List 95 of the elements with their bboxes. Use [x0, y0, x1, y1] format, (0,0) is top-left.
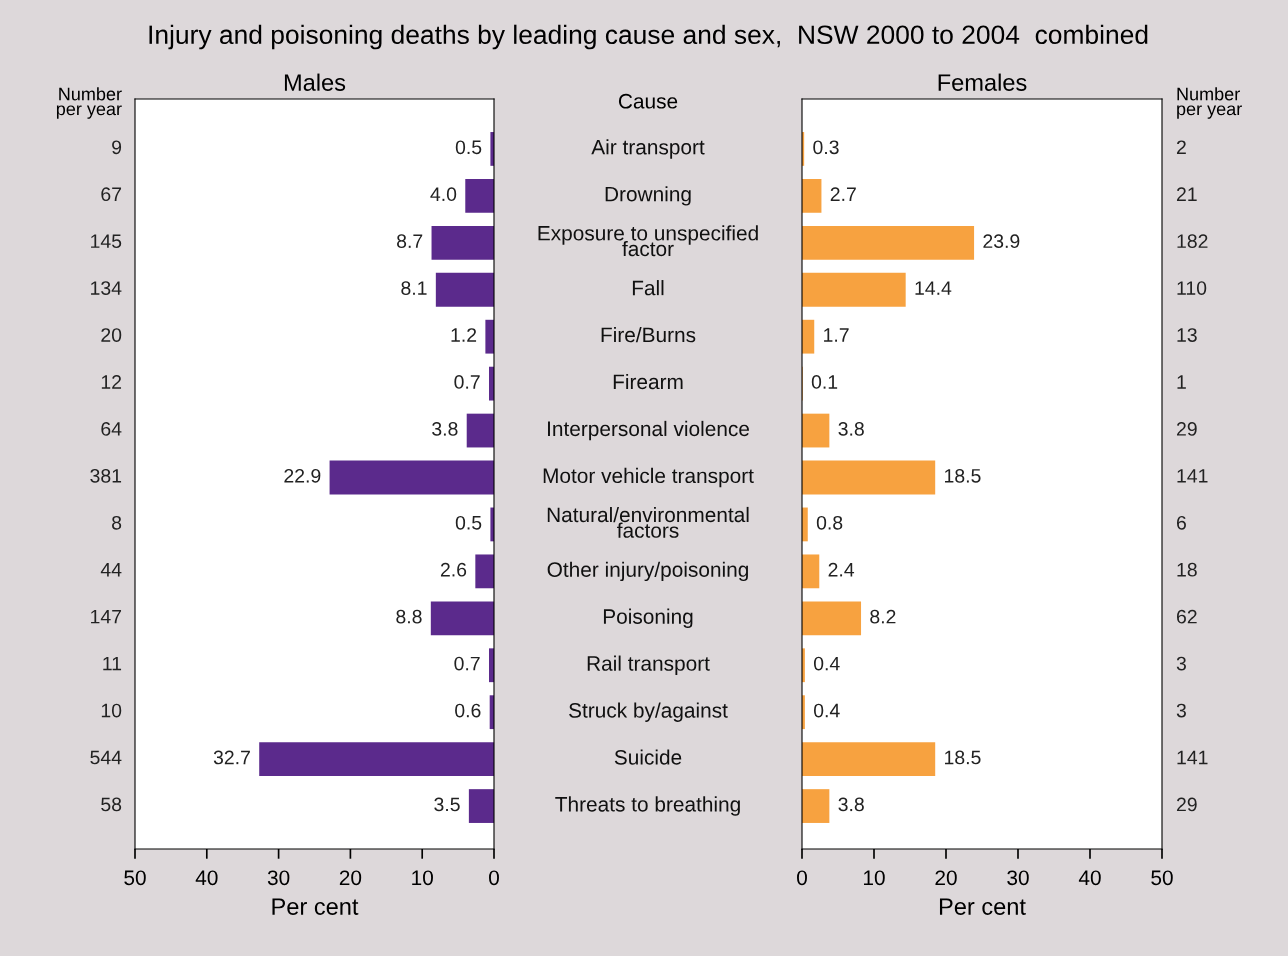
text: 141 — [1177, 469, 1208, 483]
x-tick-label: 50 — [124, 870, 146, 886]
text: 58 — [101, 797, 122, 812]
data-label: 1.2 — [451, 328, 477, 342]
text: 182 — [1177, 234, 1208, 249]
y-tick-label: Poisoning — [603, 608, 693, 629]
data-label: 0.3 — [813, 140, 839, 155]
text: 13 — [1177, 328, 1197, 342]
x-tick-label: 30 — [267, 870, 290, 886]
text: 110 — [1177, 281, 1207, 295]
data-label: 22.9 — [284, 468, 321, 483]
x-tick-label: 0 — [797, 870, 807, 886]
data-label: 14.4 — [915, 281, 952, 295]
text: 381 — [90, 468, 122, 483]
y-tick-label: Drowning — [605, 186, 691, 206]
data-label: 23.9 — [983, 234, 1020, 249]
chart-title: Males — [284, 73, 346, 91]
data-label: 3.8 — [838, 422, 864, 436]
x-tick-label: 40 — [195, 870, 218, 886]
text: 141 — [1177, 750, 1208, 765]
data-label: 2.4 — [828, 562, 855, 577]
x-tick-label: 40 — [1078, 870, 1101, 886]
y-tick-label: Fire/Burns — [601, 326, 696, 343]
data-label: 0.5 — [455, 140, 482, 155]
data-label: 2.7 — [830, 187, 856, 201]
y-tick-label: Suicide — [614, 749, 682, 765]
text: Injury and poisoning deaths by leading cause and sex, NSW 2000 to 2004 combined — [149, 24, 1148, 50]
x-tick-label: 10 — [412, 870, 433, 886]
x-tick-label: 30 — [1007, 870, 1029, 886]
x-tick-label: 20 — [339, 870, 362, 886]
data-label: 8.1 — [401, 281, 427, 295]
y-tick-label: Firearm — [613, 373, 683, 390]
data-label: 0.1 — [811, 375, 838, 389]
x-axis-title: Per cent — [272, 898, 359, 915]
text: 544 — [90, 750, 122, 765]
text: 6 — [1176, 515, 1186, 530]
text: 134 — [91, 281, 122, 295]
data-label: 0.7 — [454, 375, 480, 389]
data-label: 0.6 — [455, 703, 481, 718]
text: Number per year — [56, 87, 122, 119]
text: 44 — [100, 563, 122, 577]
data-label: 0.4 — [813, 703, 840, 718]
text: 29 — [1176, 797, 1197, 812]
data-label: 0.5 — [455, 515, 482, 530]
text: 10 — [101, 703, 122, 718]
x-axis-title: Per cent — [939, 898, 1026, 915]
x-tick-label: 50 — [1151, 870, 1173, 886]
text: 3 — [1176, 656, 1186, 671]
data-label: 0.7 — [454, 656, 480, 671]
text: 21 — [1176, 187, 1197, 201]
data-label: 0.8 — [816, 515, 843, 530]
text: 20 — [101, 328, 122, 342]
text: 18 — [1177, 562, 1197, 577]
text: Number per year — [1177, 87, 1242, 119]
text: 62 — [1176, 609, 1197, 624]
data-label: 1.7 — [824, 328, 849, 342]
text: 1 — [1177, 375, 1186, 389]
data-label: 32.7 — [213, 750, 250, 765]
data-label: 2.6 — [440, 562, 467, 577]
text: 2 — [1176, 140, 1186, 154]
y-axis-title: Cause — [618, 93, 678, 109]
y-tick-label: Other injury/poisoning — [547, 561, 748, 582]
y-tick-label: Rail transport — [587, 655, 710, 675]
text: 3 — [1176, 703, 1186, 718]
y-tick-label: Threats to breathing — [555, 796, 740, 816]
x-tick-label: 0 — [489, 870, 499, 886]
data-label: 3.8 — [432, 422, 458, 436]
text: 145 — [91, 234, 122, 249]
y-tick-label: Natural/environmental factors — [547, 506, 749, 538]
text: 147 — [91, 609, 122, 624]
data-label: 18.5 — [945, 468, 981, 483]
x-tick-label: 10 — [864, 870, 885, 886]
text: 12 — [101, 375, 122, 389]
y-tick-label: Motor vehicle transport — [543, 467, 754, 488]
data-label: 8.2 — [870, 609, 896, 624]
text: 9 — [112, 140, 122, 155]
y-tick-label: Fall — [632, 280, 664, 296]
data-label: 0.4 — [813, 656, 840, 671]
text: 64 — [101, 422, 122, 436]
y-tick-label: Interpersonal violence — [548, 420, 749, 441]
text: 67 — [101, 187, 122, 202]
data-label: 3.5 — [434, 797, 460, 812]
data-label: 8.8 — [396, 609, 422, 624]
y-tick-label: Struck by/against — [569, 702, 728, 722]
data-label: 4.0 — [430, 187, 457, 202]
data-label: 8.7 — [397, 234, 423, 249]
y-tick-label: Exposure to unspecified factor — [538, 225, 758, 257]
text: 29 — [1176, 422, 1197, 436]
x-tick-label: 20 — [935, 870, 957, 886]
text: 11 — [103, 656, 122, 671]
data-label: 18.5 — [945, 750, 981, 765]
y-tick-label: Air transport — [591, 139, 705, 159]
chart-title: Females — [938, 73, 1027, 91]
data-label: 3.8 — [838, 797, 864, 812]
text: 8 — [112, 515, 122, 530]
